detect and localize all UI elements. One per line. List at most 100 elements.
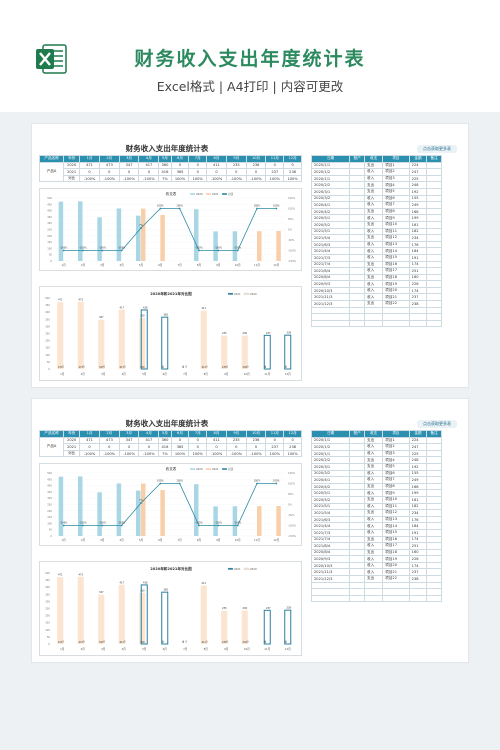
table-cell[interactable]: 473 (98, 436, 120, 445)
table-cell[interactable]: 项目4 (382, 181, 410, 189)
table-cell[interactable]: 0 (225, 443, 247, 451)
table-cell[interactable]: 收入 (363, 476, 384, 484)
table-cell[interactable]: 收入 (363, 489, 384, 497)
table-cell[interactable] (426, 594, 442, 603)
table-cell[interactable]: 237 (408, 293, 428, 302)
table-cell[interactable] (426, 313, 442, 321)
table-cell[interactable] (426, 319, 442, 328)
table-cell[interactable]: 2021 (63, 443, 81, 451)
table-cell[interactable]: 项目19 (382, 280, 410, 288)
table-cell[interactable] (426, 306, 442, 315)
table-cell[interactable]: 项目12 (382, 509, 410, 517)
table-cell[interactable]: 支出 (363, 456, 384, 464)
table-cell[interactable] (349, 568, 365, 577)
table-cell[interactable]: -100% (79, 174, 100, 183)
table-cell[interactable] (349, 482, 365, 491)
table-cell[interactable]: 支出 (363, 234, 384, 242)
table-cell[interactable]: 249 (408, 476, 428, 484)
table-cell[interactable]: 2021/6/3 (310, 515, 351, 524)
table-cell[interactable] (349, 227, 365, 236)
table-cell[interactable]: 收入 (363, 267, 384, 275)
table-cell[interactable]: 238 (283, 168, 302, 176)
table-cell[interactable]: 项目16 (382, 535, 410, 544)
table-cell[interactable] (349, 469, 365, 478)
table-cell[interactable]: 项目9 (382, 214, 410, 222)
table-cell[interactable] (426, 201, 442, 209)
table-cell[interactable]: 2021/12/3 (310, 300, 351, 308)
table-cell[interactable] (382, 594, 410, 603)
table-cell[interactable]: 2020/2/2 (310, 181, 351, 189)
table-cell[interactable] (426, 286, 442, 295)
table-cell[interactable]: 支出 (363, 535, 384, 544)
table-cell[interactable]: 2021 (63, 168, 81, 176)
table-cell[interactable] (349, 515, 365, 524)
table-cell[interactable]: -100% (245, 174, 267, 183)
table-cell[interactable]: 155 (408, 194, 428, 203)
table-cell[interactable]: 收入 (363, 174, 384, 183)
table-cell[interactable]: 236 (245, 436, 267, 445)
table-cell[interactable] (426, 214, 442, 222)
table-cell[interactable]: 0 (118, 168, 140, 176)
table-cell[interactable] (349, 207, 365, 216)
table-cell[interactable]: 2020/5/1 (310, 489, 351, 497)
table-cell[interactable]: 项目1 (382, 161, 410, 170)
table-cell[interactable]: 237 (408, 568, 428, 577)
table-cell[interactable] (349, 548, 365, 557)
table-cell[interactable] (363, 319, 384, 328)
table-cell[interactable] (349, 535, 365, 544)
table-cell[interactable]: 160 (408, 273, 428, 282)
table-cell[interactable]: 2020/5/2 (310, 495, 351, 504)
table-cell[interactable]: 2020/3/2 (310, 194, 351, 203)
table-cell[interactable]: 2021/7/4 (310, 535, 351, 544)
table-cell[interactable] (426, 535, 442, 544)
table-cell[interactable]: 0 (170, 436, 190, 445)
table-cell[interactable]: 236 (245, 161, 267, 170)
table-cell[interactable]: 收入 (363, 515, 384, 524)
table-cell[interactable]: 0 (188, 168, 208, 176)
table-cell[interactable] (426, 253, 442, 262)
table-cell[interactable]: 支出 (363, 495, 384, 504)
table-cell[interactable] (349, 528, 365, 537)
table-cell[interactable]: 2021/4/4 (310, 522, 351, 530)
table-cell[interactable]: 2021/8/4 (310, 267, 351, 275)
table-cell[interactable]: 347 (118, 161, 140, 170)
table-cell[interactable] (349, 187, 365, 196)
table-cell[interactable] (349, 300, 365, 308)
table-cell[interactable] (310, 313, 351, 321)
table-cell[interactable]: 7% (158, 174, 172, 183)
table-cell[interactable]: 2020/4/1 (310, 201, 351, 209)
table-cell[interactable] (349, 234, 365, 242)
table-cell[interactable] (426, 436, 442, 445)
table-cell[interactable]: 项目20 (382, 286, 410, 295)
table-cell[interactable]: 100% (283, 449, 302, 458)
table-cell[interactable]: -100% (245, 449, 267, 458)
table-cell[interactable] (426, 542, 442, 550)
table-cell[interactable]: 项目15 (382, 528, 410, 537)
table-cell[interactable]: 收入 (363, 522, 384, 530)
table-cell[interactable]: 收入 (363, 201, 384, 209)
table-cell[interactable]: 411 (206, 436, 227, 445)
product-cell[interactable]: 产品A (38, 436, 65, 458)
table-cell[interactable]: 收入 (363, 214, 384, 222)
table-cell[interactable] (349, 594, 365, 603)
table-cell[interactable]: 0 (225, 168, 247, 176)
table-cell[interactable] (349, 476, 365, 484)
table-cell[interactable] (310, 581, 351, 590)
table-cell[interactable] (426, 194, 442, 203)
table-cell[interactable]: 2020 (63, 161, 81, 170)
table-cell[interactable]: 360 (158, 161, 172, 170)
table-cell[interactable]: 收入 (363, 194, 384, 203)
table-cell[interactable] (363, 594, 384, 603)
table-cell[interactable]: 226 (408, 555, 428, 563)
table-cell[interactable]: 2020 (63, 436, 81, 445)
table-cell[interactable]: 2020/1/2 (310, 168, 351, 176)
table-cell[interactable]: 收入 (363, 502, 384, 511)
table-cell[interactable] (426, 207, 442, 216)
table-cell[interactable]: 收入 (363, 561, 384, 570)
table-cell[interactable] (426, 489, 442, 497)
table-cell[interactable]: 155 (408, 469, 428, 478)
table-cell[interactable]: 2020/2/2 (310, 456, 351, 464)
table-cell[interactable] (426, 575, 442, 583)
table-cell[interactable]: 2020/5/1 (310, 214, 351, 222)
table-cell[interactable]: 项目5 (382, 462, 410, 471)
